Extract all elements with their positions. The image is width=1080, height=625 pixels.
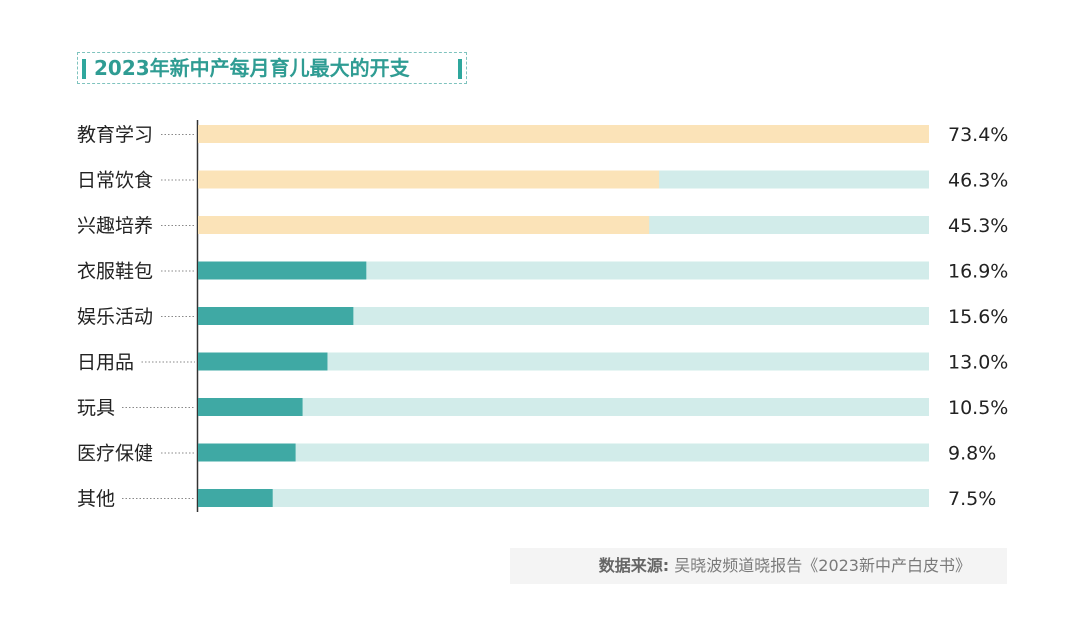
bar [198,170,660,189]
value-label: 7.5% [948,488,996,510]
bar [198,216,650,234]
category-label: 教育学习 [77,124,153,146]
bar [198,489,273,507]
bar [198,352,328,371]
source-box: 数据来源: 吴晓波频道晓报告《2023新中产白皮书》 [510,548,1007,584]
bar-track [198,398,929,416]
bar [198,443,296,462]
title-accent-left [82,59,86,79]
category-label: 医疗保健 [77,443,153,465]
value-label: 9.8% [948,443,996,465]
value-label: 10.5% [948,397,1008,419]
source-note: 数据来源: 吴晓波频道晓报告《2023新中产白皮书》 [599,556,971,576]
bar-track [198,261,929,280]
value-label: 45.3% [948,215,1008,237]
bar-track [198,443,929,462]
value-label: 15.6% [948,306,1008,328]
value-label: 46.3% [948,170,1008,192]
bar [198,261,367,280]
category-label: 日常饮食 [77,170,153,192]
bar [198,307,354,325]
category-label: 兴趣培养 [77,215,153,237]
bar-track [198,352,929,371]
value-label: 73.4% [948,124,1008,146]
title-accent-right [458,59,462,79]
chart-title-box: 2023年新中产每月育儿最大的开支 [77,52,467,84]
bar-track [198,307,929,325]
category-label: 日用品 [77,352,134,374]
bar-track [198,489,929,507]
source-text: 吴晓波频道晓报告《2023新中产白皮书》 [674,556,971,575]
category-label: 玩具 [77,397,115,419]
chart-title: 2023年新中产每月育儿最大的开支 [94,56,410,80]
bar [198,398,303,416]
value-label: 16.9% [948,261,1008,283]
category-label: 其他 [77,488,115,510]
bar [198,125,929,143]
category-label: 衣服鞋包 [77,261,153,283]
source-label: 数据来源: [598,556,670,575]
value-label: 13.0% [948,352,1008,374]
category-label: 娱乐活动 [77,306,153,328]
